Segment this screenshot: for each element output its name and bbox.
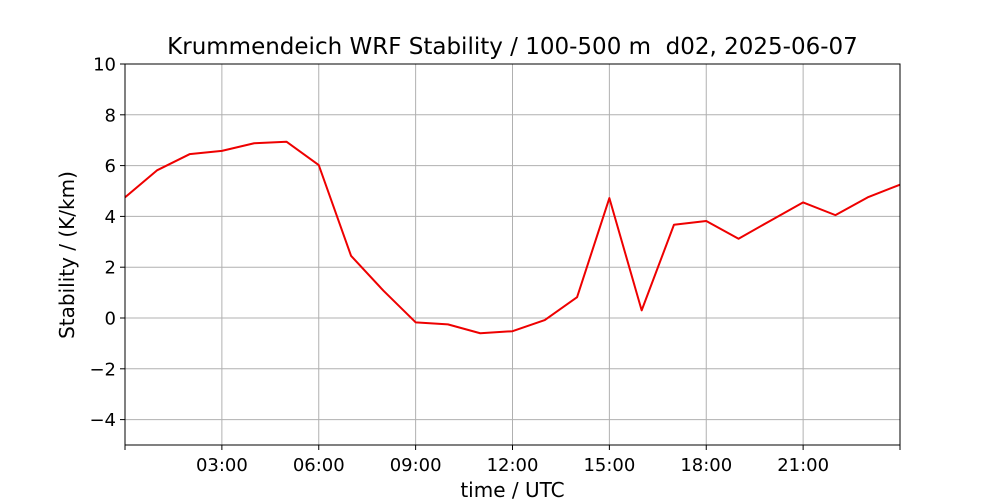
x-tick-label: 21:00 <box>777 455 829 476</box>
y-tick-label: 2 <box>105 258 116 279</box>
x-tick-label: 18:00 <box>680 455 732 476</box>
x-tick-label: 09:00 <box>390 455 442 476</box>
chart-title: Krummendeich WRF Stability / 100-500 m d… <box>167 34 858 60</box>
tick-layer: 03:00 06:00 09:00 12:00 15:00 18:00 21:00 −4 −2 0… <box>89 55 901 476</box>
y-axis-label: Stability / (K/km) <box>55 171 79 339</box>
x-tick-label: 03:00 <box>196 455 248 476</box>
y-tick-label: 4 <box>105 207 116 228</box>
y-tick-label: 8 <box>105 105 116 126</box>
x-tick-label: 15:00 <box>583 455 635 476</box>
y-tick-label: −2 <box>89 359 116 380</box>
series-layer <box>124 140 901 335</box>
y-tick-label: −4 <box>89 410 116 431</box>
x-tick-label: 06:00 <box>293 455 345 476</box>
y-tick-label: 0 <box>105 309 116 330</box>
x-tick-label: 12:00 <box>487 455 539 476</box>
y-tick-label: 10 <box>93 55 116 76</box>
y-tick-label: 6 <box>105 156 116 177</box>
x-axis-label: time / UTC <box>460 478 564 500</box>
stability-series-line <box>124 140 901 335</box>
